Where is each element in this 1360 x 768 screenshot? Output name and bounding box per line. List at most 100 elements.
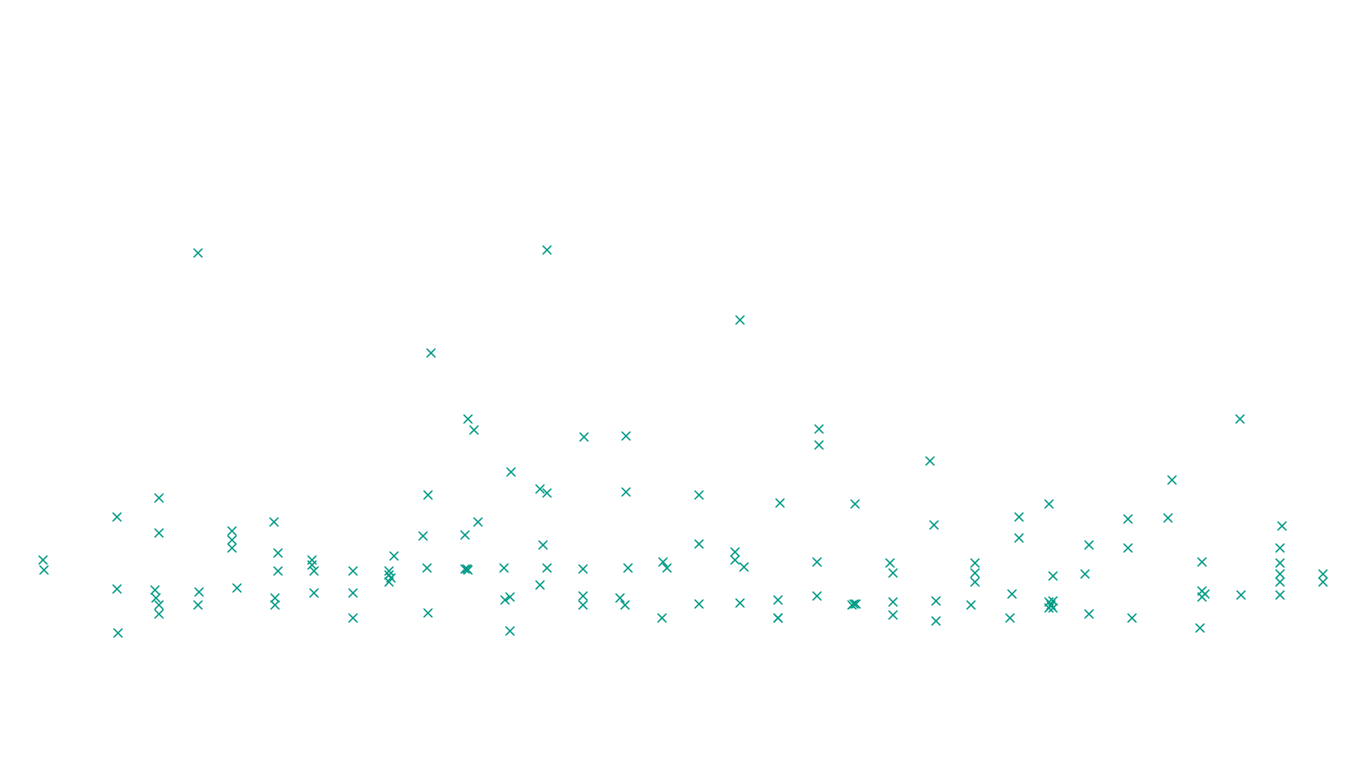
data-point	[152, 594, 160, 602]
data-point	[155, 494, 163, 502]
data-point	[1085, 610, 1093, 618]
data-point	[776, 499, 784, 507]
data-point	[349, 589, 357, 597]
data-point	[1045, 500, 1053, 508]
data-point	[424, 609, 432, 617]
scatter-plot	[0, 0, 1360, 768]
data-point	[658, 614, 666, 622]
data-point	[616, 594, 624, 602]
data-point	[967, 601, 975, 609]
data-point	[1164, 514, 1172, 522]
scatter-svg	[0, 0, 1360, 768]
data-point	[155, 601, 163, 609]
data-point	[1276, 578, 1284, 586]
data-point	[1278, 522, 1286, 530]
data-point	[1276, 591, 1284, 599]
data-point	[228, 544, 236, 552]
data-point	[427, 349, 435, 357]
data-point	[423, 564, 431, 572]
data-point	[155, 529, 163, 537]
data-point	[971, 569, 979, 577]
data-point	[813, 558, 821, 566]
data-point	[774, 596, 782, 604]
data-point	[114, 629, 122, 637]
data-point	[390, 552, 398, 560]
data-point	[579, 601, 587, 609]
data-point	[40, 566, 48, 574]
data-point	[271, 601, 279, 609]
data-point	[736, 599, 744, 607]
data-point	[349, 567, 357, 575]
data-point	[1006, 614, 1014, 622]
data-point	[151, 586, 159, 594]
data-point	[1168, 476, 1176, 484]
data-point	[731, 556, 739, 564]
data-point	[1201, 590, 1209, 598]
data-point	[815, 441, 823, 449]
data-point	[930, 521, 938, 529]
data-point	[39, 556, 47, 564]
data-point	[113, 513, 121, 521]
data-point	[1196, 624, 1204, 632]
data-point	[506, 627, 514, 635]
data-point	[1319, 578, 1327, 586]
data-point	[621, 601, 629, 609]
data-point	[308, 561, 316, 569]
data-point	[1237, 591, 1245, 599]
data-point	[1276, 570, 1284, 578]
data-point	[1124, 544, 1132, 552]
data-point	[886, 559, 894, 567]
data-point	[470, 426, 478, 434]
data-point	[536, 581, 544, 589]
data-point	[579, 592, 587, 600]
data-point	[543, 564, 551, 572]
data-point	[580, 433, 588, 441]
data-point	[195, 588, 203, 596]
data-point	[889, 598, 897, 606]
data-point	[889, 569, 897, 577]
data-point	[310, 589, 318, 597]
data-point	[932, 617, 940, 625]
data-point	[539, 541, 547, 549]
data-point	[695, 491, 703, 499]
data-point	[1276, 544, 1284, 552]
data-point	[813, 592, 821, 600]
data-point	[349, 614, 357, 622]
data-point	[274, 567, 282, 575]
data-point	[1128, 614, 1136, 622]
data-point	[1015, 513, 1023, 521]
data-point	[228, 536, 236, 544]
data-point	[228, 527, 236, 535]
data-point	[1198, 558, 1206, 566]
data-point	[622, 432, 630, 440]
data-point	[1276, 559, 1284, 567]
data-point	[815, 425, 823, 433]
data-point	[740, 563, 748, 571]
data-point	[889, 611, 897, 619]
data-point	[507, 468, 515, 476]
data-point	[271, 594, 279, 602]
data-point	[500, 564, 508, 572]
data-point	[474, 518, 482, 526]
data-point	[1319, 570, 1327, 578]
data-point	[736, 316, 744, 324]
data-point	[1015, 534, 1023, 542]
data-point	[1236, 415, 1244, 423]
data-point	[274, 549, 282, 557]
data-point	[461, 531, 469, 539]
data-point	[385, 567, 393, 575]
data-point	[194, 601, 202, 609]
data-point	[1081, 570, 1089, 578]
data-point	[622, 488, 630, 496]
data-point	[464, 415, 472, 423]
data-point	[851, 500, 859, 508]
data-point	[419, 532, 427, 540]
data-point	[774, 614, 782, 622]
data-point	[731, 548, 739, 556]
data-point	[233, 584, 241, 592]
data-point	[926, 457, 934, 465]
data-point	[579, 565, 587, 573]
data-point	[270, 518, 278, 526]
data-point	[113, 585, 121, 593]
data-point	[971, 559, 979, 567]
